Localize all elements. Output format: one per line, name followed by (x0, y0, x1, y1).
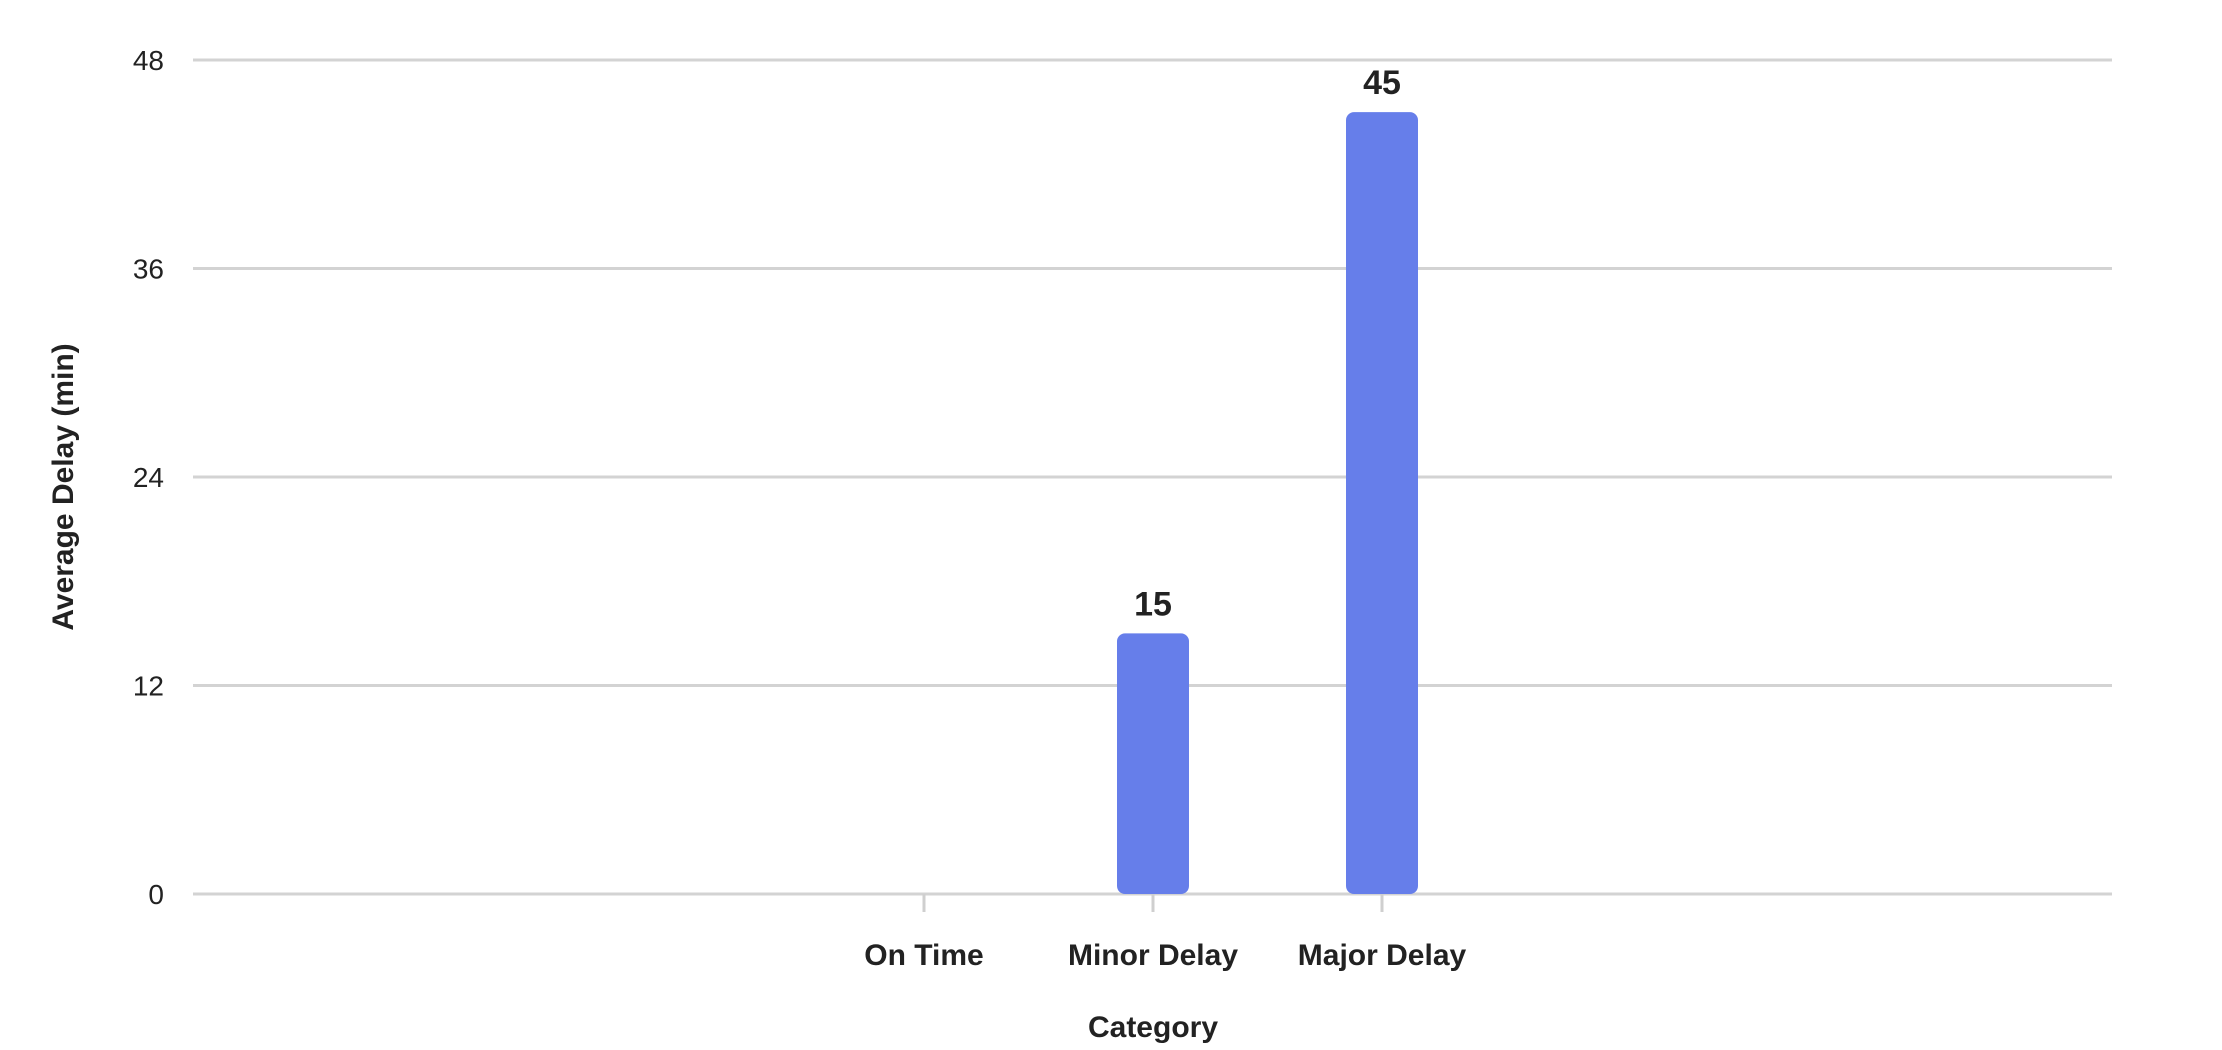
bar-value-label: 15 (1134, 585, 1172, 623)
bar-value-label: 45 (1363, 64, 1401, 102)
y-tick-label: 12 (133, 671, 164, 702)
x-tick-label: On Time (864, 939, 983, 972)
y-tick-label: 48 (133, 45, 164, 76)
bar (1346, 112, 1418, 894)
bar (1117, 633, 1189, 894)
y-tick-label: 24 (133, 462, 164, 493)
y-axis-ticks: 0 12 24 36 48 (133, 45, 164, 910)
gridlines (193, 58, 2112, 896)
y-tick-label: 0 (148, 879, 164, 910)
x-tick-label: Major Delay (1298, 939, 1467, 972)
y-tick-label: 36 (133, 254, 164, 285)
x-axis-title: Category (1088, 1011, 1218, 1044)
x-axis-ticks: On Time Minor Delay Major Delay (864, 894, 1467, 972)
y-axis-title: Average Delay (min) (47, 343, 80, 630)
x-tick-label: Minor Delay (1068, 939, 1238, 972)
